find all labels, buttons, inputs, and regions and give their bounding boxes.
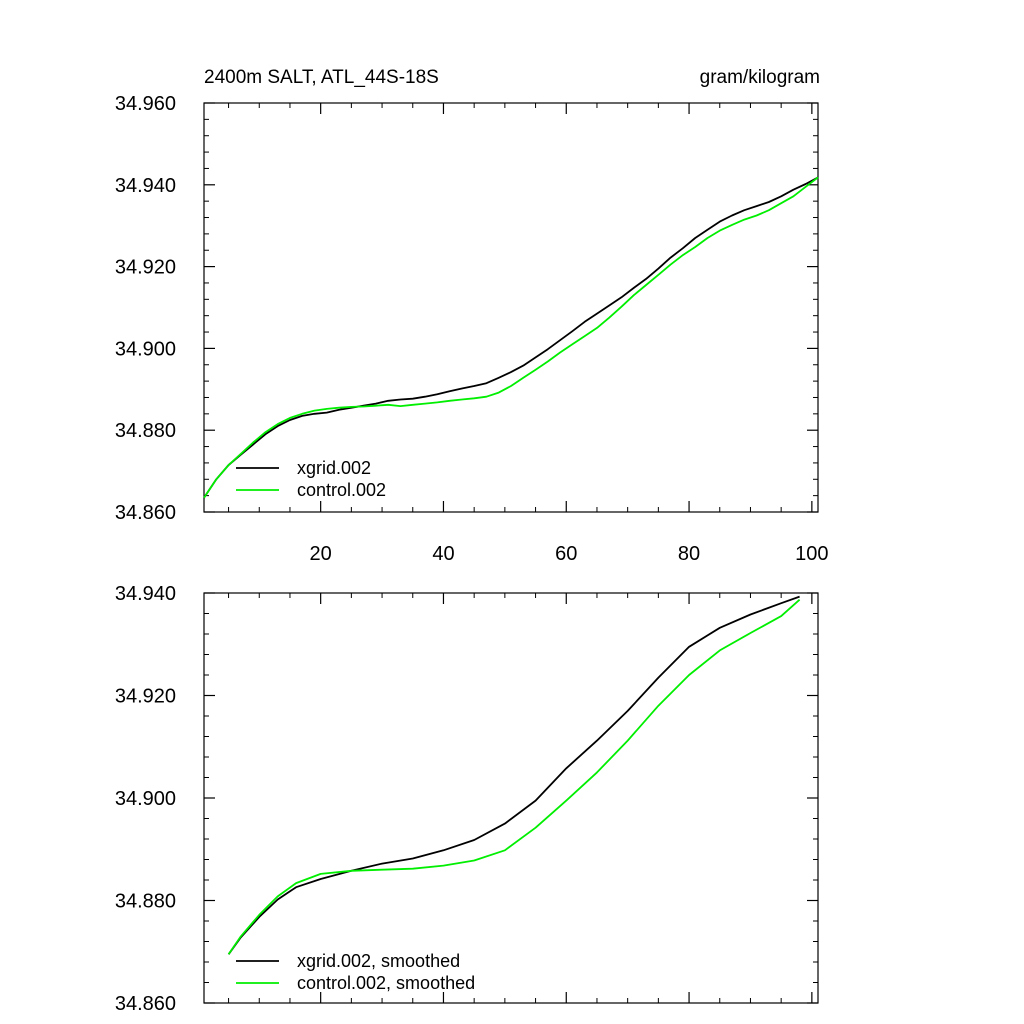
x-tick-label: 100 [795, 543, 828, 565]
legend-label: control.002, smoothed [297, 973, 475, 993]
chart-title: 2400m SALT, ATL_44S-18S [204, 67, 439, 88]
chart-panel-2: 34.860 34.880 34.900 34.920 34.940 xgrid.002,… [115, 583, 819, 1015]
chart-panel-1: 20 40 60 80 100 34.860 34.880 34.900 34.920 34.94… [115, 67, 829, 565]
series-line-control-002 [203, 176, 819, 499]
series-line-xgrid-002 [203, 176, 819, 499]
y-tick-label: 34.920 [115, 686, 176, 708]
y-tick-label: 34.960 [115, 93, 176, 115]
series-line-control-002-smoothed [227, 599, 801, 955]
series-line-xgrid-002-smoothed [227, 595, 800, 955]
y-tick-label: 34.860 [115, 993, 176, 1015]
y-tick-label: 34.940 [115, 583, 176, 605]
units-label: gram/kilogram [700, 67, 820, 88]
y-tick-label: 34.880 [115, 420, 176, 442]
y-tick-label: 34.880 [115, 891, 176, 913]
y-tick-label: 34.920 [115, 257, 176, 279]
y-tick-label: 34.860 [115, 502, 176, 524]
legend-label: xgrid.002, smoothed [297, 951, 460, 971]
plot-frame [203, 592, 819, 1004]
legend-label: xgrid.002 [297, 458, 371, 478]
y-tick-label: 34.900 [115, 788, 176, 810]
x-tick-label: 60 [555, 543, 577, 565]
x-tick-label: 40 [432, 543, 454, 565]
y-tick-label: 34.940 [115, 175, 176, 197]
plot-frame [203, 102, 819, 513]
x-tick-label: 80 [678, 543, 700, 565]
legend-label: control.002 [297, 480, 386, 500]
x-tick-label: 20 [310, 543, 332, 565]
y-tick-label: 34.900 [115, 338, 176, 360]
